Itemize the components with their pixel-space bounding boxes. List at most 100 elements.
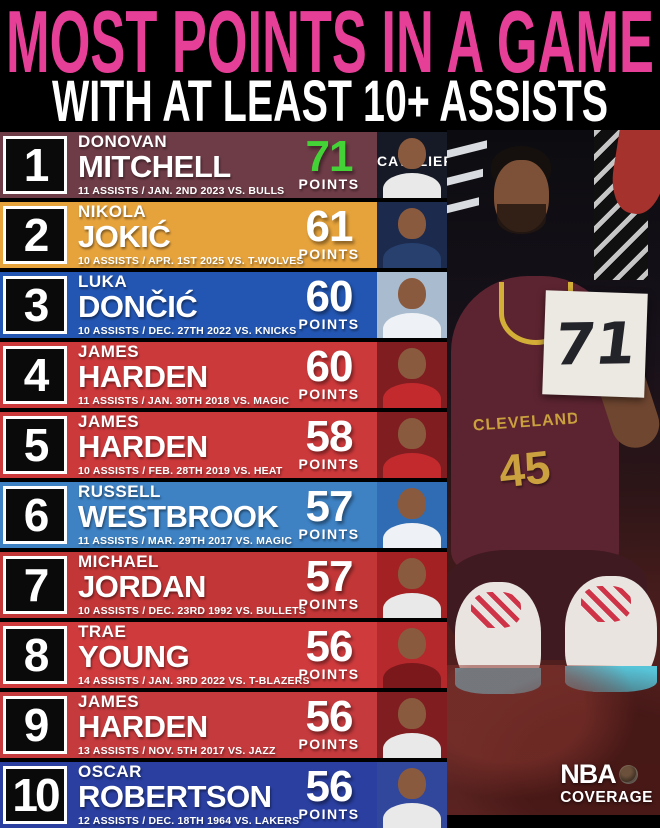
player-first-name: RUSSELL	[78, 482, 161, 501]
rank-number: 5	[23, 419, 50, 471]
points-value: 57	[305, 552, 354, 602]
player-photo-thumb	[377, 482, 447, 548]
player-jersey-silhouette	[383, 523, 441, 548]
ranking-row: 8 TRAE YOUNG 14 ASSISTS / JAN. 3RD 2022 …	[0, 622, 447, 688]
rank-number: 2	[23, 209, 50, 261]
page-subtitle: WITH AT LEAST 10+ ASSISTS	[52, 69, 608, 132]
rank-number: 7	[23, 559, 50, 611]
game-detail: 11 ASSISTS / JAN. 30TH 2018 VS. MAGIC	[78, 395, 290, 407]
points-block: 58 POINTS	[283, 415, 375, 472]
player-jersey-silhouette	[383, 313, 441, 338]
jersey-number: 45	[496, 440, 553, 498]
game-detail: 11 ASSISTS / MAR. 29TH 2017 VS. MAGIC	[78, 535, 293, 547]
points-label: POINTS	[298, 805, 360, 822]
player-head-silhouette	[398, 768, 426, 799]
player-last-name: HARDEN	[78, 429, 208, 464]
player-photo-thumb	[377, 692, 447, 758]
rank-number: 3	[23, 279, 50, 331]
player-name-block: TRAE YOUNG 14 ASSISTS / JAN. 3RD 2022 VS…	[78, 622, 310, 687]
game-detail: 10 ASSISTS / FEB. 28TH 2019 VS. HEAT	[78, 465, 283, 477]
player-head-silhouette	[398, 348, 426, 379]
player-first-name: JAMES	[78, 692, 140, 711]
watermark-nba-text: NBA	[560, 758, 616, 789]
ranking-row: 2 NIKOLA JOKIĆ 10 ASSISTS / APR. 1ST 202…	[0, 202, 447, 268]
rank-badge: 9	[3, 696, 67, 754]
rank-number: 9	[23, 699, 50, 751]
points-block: 60 POINTS	[283, 342, 375, 402]
player-first-name: MICHAEL	[78, 552, 159, 571]
player-head-silhouette	[398, 698, 426, 729]
points-block: 61 POINTS	[283, 202, 375, 262]
player-jersey-silhouette	[383, 453, 441, 478]
game-detail: 10 ASSISTS / DEC. 23RD 1992 VS. BULLETS	[78, 605, 306, 617]
points-value: 60	[305, 342, 354, 392]
player-photo-thumb	[377, 412, 447, 478]
points-block: 56 POINTS	[283, 622, 375, 682]
points-value: 56	[305, 622, 354, 672]
player-beard	[497, 204, 546, 234]
points-block: 56 POINTS	[283, 762, 375, 822]
player-name-block: DONOVAN MITCHELL 11 ASSISTS / JAN. 2ND 2…	[78, 132, 284, 197]
ranking-row: 10 OSCAR ROBERTSON 12 ASSISTS / DEC. 18T…	[0, 762, 447, 828]
ranking-row: 7 MICHAEL JORDAN 10 ASSISTS / DEC. 23RD …	[0, 552, 447, 618]
player-last-name: DONČIĆ	[78, 289, 198, 324]
points-value: 57	[305, 482, 354, 532]
points-label: POINTS	[298, 595, 360, 612]
rank-number: 8	[23, 629, 50, 681]
points-value: 60	[305, 272, 354, 322]
ranking-row: 6 RUSSELL WESTBROOK 11 ASSISTS / MAR. 29…	[0, 482, 447, 548]
page-title: MOST POINTS IN A GAME	[6, 0, 654, 91]
points-label: POINTS	[298, 175, 360, 192]
player-head-silhouette	[398, 208, 426, 239]
player-first-name: OSCAR	[78, 762, 142, 781]
points-block: 57 POINTS	[283, 482, 375, 542]
player-head-silhouette	[398, 628, 426, 659]
player-jersey-silhouette	[383, 593, 441, 618]
points-value: 61	[305, 202, 354, 252]
game-detail: 10 ASSISTS / APR. 1ST 2025 VS. T-WOLVES	[78, 255, 304, 267]
player-head-silhouette	[398, 278, 426, 309]
locker-room-photo: CLEVELAND 45 71 NBA COVERAGE	[447, 130, 660, 815]
rank-badge: 10	[3, 766, 67, 824]
points-value: 56	[305, 762, 354, 812]
player-first-name: NIKOLA	[78, 202, 147, 221]
rank-badge: 3	[3, 276, 67, 334]
player-photo-thumb	[377, 552, 447, 618]
points-label: POINTS	[298, 665, 360, 682]
player-name-block: LUKA DONČIĆ 10 ASSISTS / DEC. 27TH 2022 …	[78, 273, 296, 337]
shelf-slat	[447, 197, 479, 215]
player-photo-thumb	[377, 622, 447, 688]
player-last-name: JOKIĆ	[78, 219, 171, 254]
rank-badge: 7	[3, 556, 67, 614]
player-name-block: JAMES HARDEN 10 ASSISTS / FEB. 28TH 2019…	[78, 413, 283, 477]
rank-number: 6	[23, 489, 50, 541]
ranking-row: 1 DONOVAN MITCHELL 11 ASSISTS / JAN. 2ND…	[0, 132, 447, 198]
game-detail: 14 ASSISTS / JAN. 3RD 2022 VS. T-BLAZERS	[78, 675, 310, 687]
player-last-name: JORDAN	[78, 569, 206, 604]
game-detail: 13 ASSISTS / NOV. 5TH 2017 VS. JAZZ	[78, 745, 276, 757]
player-name-block: JAMES HARDEN 11 ASSISTS / JAN. 30TH 2018…	[78, 342, 290, 407]
player-head-silhouette	[398, 418, 426, 449]
rank-badge: 2	[3, 206, 67, 264]
player-last-name: WESTBROOK	[78, 499, 279, 534]
player-name-block: NIKOLA JOKIĆ 10 ASSISTS / APR. 1ST 2025 …	[78, 202, 304, 267]
points-value: 71	[305, 132, 354, 182]
player-photo-thumb: CAVALIER	[377, 132, 447, 198]
player-last-name: ROBERTSON	[78, 779, 272, 814]
player-photo-thumb	[377, 202, 447, 268]
shelf-slat	[447, 168, 483, 188]
ranking-list: 1 DONOVAN MITCHELL 11 ASSISTS / JAN. 2ND…	[0, 132, 447, 828]
rank-badge: 4	[3, 346, 67, 404]
player-first-name: DONOVAN	[78, 132, 168, 151]
points-label: POINTS	[298, 455, 360, 472]
player-first-name: JAMES	[78, 342, 140, 361]
rank-badge: 1	[3, 136, 67, 194]
player-first-name: TRAE	[78, 622, 127, 641]
carpet-texture	[447, 665, 660, 815]
shelf-slat	[447, 140, 487, 160]
points-label: POINTS	[298, 525, 360, 542]
player-head-silhouette	[398, 558, 426, 589]
rank-number: 1	[23, 139, 50, 191]
points-label: POINTS	[298, 385, 360, 402]
watermark: NBA COVERAGE	[560, 758, 653, 806]
